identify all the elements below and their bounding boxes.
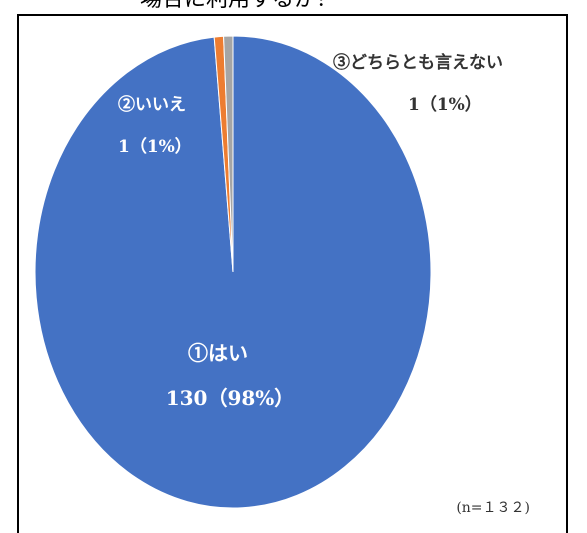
sample-size-note: (n=１３２) — [456, 500, 530, 516]
slice-label-iie: ②いいえ — [118, 94, 186, 115]
title-strip: 場合に利用するか？ — [0, 0, 587, 14]
slice-value-label-hai: 130（98%） — [166, 386, 295, 410]
slice-label-dochiratomo: ③どちらとも言えない — [333, 52, 503, 73]
chart-title-partial: 場合に利用するか？ — [140, 0, 338, 11]
pie-slice-dochiratomo — [223, 35, 234, 273]
slice-value-label-dochiratomo: 1（1%） — [408, 94, 482, 115]
slice-value-label-iie: 1（1%） — [118, 136, 192, 157]
slice-label-hai: ①はい — [188, 341, 248, 365]
